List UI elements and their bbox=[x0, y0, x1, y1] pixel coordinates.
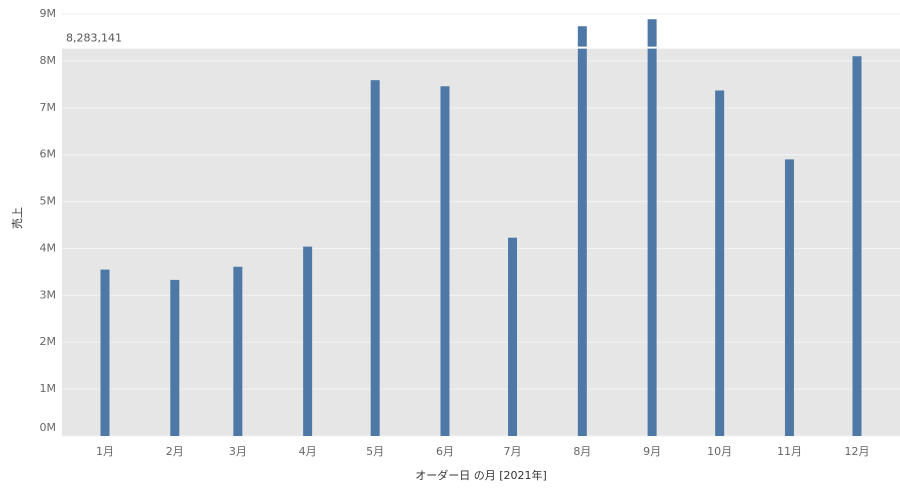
x-tick-label: 1月 bbox=[96, 445, 114, 458]
x-tick-label: 9月 bbox=[643, 445, 661, 458]
y-tick-label: 7M bbox=[40, 101, 57, 114]
y-tick-label: 3M bbox=[40, 288, 57, 301]
bar bbox=[647, 19, 657, 437]
bar bbox=[303, 246, 313, 436]
x-tick-label: 8月 bbox=[573, 445, 591, 458]
y-tick-label: 8M bbox=[40, 54, 57, 67]
x-tick-label: 10月 bbox=[707, 445, 732, 458]
y-tick-label: 0M bbox=[40, 421, 57, 434]
bar bbox=[715, 90, 725, 436]
x-tick-label: 11月 bbox=[777, 445, 802, 458]
y-tick-label: 6M bbox=[40, 148, 57, 161]
bar bbox=[852, 56, 862, 437]
reference-band bbox=[62, 47, 900, 437]
bar bbox=[508, 237, 518, 436]
x-tick-label: 3月 bbox=[229, 445, 247, 458]
x-tick-label: 7月 bbox=[504, 445, 522, 458]
x-tick-label: 12月 bbox=[845, 445, 870, 458]
y-tick-label: 2M bbox=[40, 335, 57, 348]
bar bbox=[784, 159, 794, 437]
x-tick-label: 4月 bbox=[299, 445, 317, 458]
y-axis-title: 売上 bbox=[11, 207, 24, 229]
x-tick-label: 5月 bbox=[366, 445, 384, 458]
y-tick-label: 4M bbox=[40, 241, 57, 254]
bar bbox=[100, 269, 110, 436]
bar bbox=[233, 266, 243, 436]
bar bbox=[577, 26, 587, 437]
y-tick-label: 9M bbox=[40, 7, 57, 20]
reference-label: 8,283,141 bbox=[66, 32, 122, 45]
x-tick-label: 2月 bbox=[166, 445, 184, 458]
y-tick-label: 1M bbox=[40, 382, 57, 395]
x-tick-label: 6月 bbox=[436, 445, 454, 458]
bar bbox=[370, 80, 380, 437]
x-axis-title: オーダー日 の月 [2021年] bbox=[415, 468, 547, 482]
bar bbox=[170, 279, 180, 436]
bar bbox=[440, 86, 450, 437]
y-tick-label: 5M bbox=[40, 195, 57, 208]
